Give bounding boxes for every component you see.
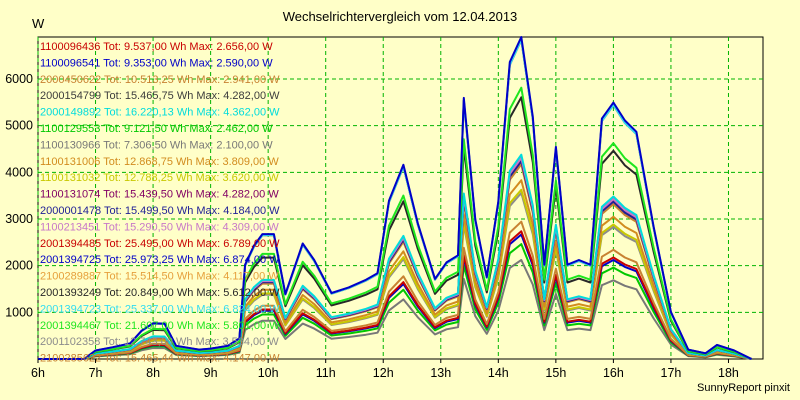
chart-footer: SunnyReport pinxit xyxy=(697,382,790,394)
y-tick-label: 4000 xyxy=(5,165,33,179)
chart-title: Wechselrichtervergleich vom 12.04.2013 xyxy=(282,9,518,24)
x-tick-label: 11h xyxy=(316,366,336,380)
legend-entry: 2001394723 Tot: 25.337,00 Wh Max: 6.824,… xyxy=(40,303,280,315)
legend-entry: 2000001478 Tot: 15.499,50 Wh Max: 4.184,… xyxy=(40,205,280,217)
y-tick-label: 3000 xyxy=(5,212,33,226)
y-tick-label: 6000 xyxy=(5,72,33,86)
x-tick-label: 7h xyxy=(89,366,103,380)
x-tick-label: 13h xyxy=(430,366,451,380)
legend-entry: 2001393249 Tot: 20.849,00 Wh Max: 5.612,… xyxy=(40,287,280,299)
legend-entry: 1100129553 Tot: 9.121,50 Wh Max: 2.462,0… xyxy=(40,123,273,135)
x-tick-label: 6h xyxy=(31,366,45,380)
legend-entry: 2100285622 Tot: 15.465,44 Wh Max: 4.147,… xyxy=(40,353,280,365)
series-line xyxy=(38,86,752,360)
legend-entry: 2001394467 Tot: 21.607,00 Wh Max: 5.801,… xyxy=(40,320,280,332)
legend-entry: 2100289887 Tot: 15.514,50 Wh Max: 4.117,… xyxy=(40,271,279,283)
legend-entry: 2001394725 Tot: 25.973,25 Wh Max: 6.874,… xyxy=(40,254,280,266)
x-tick-label: 18h xyxy=(718,366,739,380)
x-tick-label: 16h xyxy=(603,366,624,380)
legend-entry: 1100096541 Tot: 9.353,00 Wh Max: 2.590,0… xyxy=(40,57,273,69)
legend: 1100096436 Tot: 9.537,00 Wh Max: 2.656,0… xyxy=(40,41,280,365)
y-tick-label: 5000 xyxy=(5,119,33,133)
legend-entry: 2001394485 Tot: 25.495,00 Wh Max: 6.789,… xyxy=(40,238,280,250)
y-axis-ticks: 1000 2000 3000 4000 5000 6000 xyxy=(5,72,33,319)
legend-entry: 1100096436 Tot: 9.537,00 Wh Max: 2.656,0… xyxy=(40,41,273,53)
x-tick-label: 17h xyxy=(661,366,682,380)
x-axis-ticks: 6h 7h 8h 9h 10h 11h 12h 13h 14h 15h 16h 17h 18h xyxy=(31,359,739,380)
legend-entry: 1100131032 Tot: 12.788,25 Wh Max: 3.620,… xyxy=(40,172,279,184)
series-line xyxy=(38,153,752,360)
x-tick-label: 14h xyxy=(488,366,509,380)
legend-entry: 1100131074 Tot: 15.439,50 Wh Max: 4.282,… xyxy=(40,189,279,201)
series-line xyxy=(38,220,752,360)
series-lines xyxy=(38,36,752,360)
x-tick-label: 15h xyxy=(545,366,566,380)
x-tick-label: 12h xyxy=(373,366,394,380)
series-line xyxy=(38,36,752,360)
legend-entry: 2000149892 Tot: 16.220,13 Wh Max: 4.362,… xyxy=(40,107,280,119)
y-axis-unit-label: W xyxy=(32,16,45,31)
x-tick-label: 10h xyxy=(258,366,279,380)
legend-entry: 1100131006 Tot: 12.868,75 Wh Max: 3.809,… xyxy=(40,156,279,168)
y-tick-label: 1000 xyxy=(5,305,33,319)
legend-entry: 1100213451 Tot: 15.290,50 Wh Max: 4.309,… xyxy=(40,221,279,233)
legend-entry: 1100130966 Tot: 7.306,50 Wh Max: 2.100,0… xyxy=(40,139,273,151)
y-tick-label: 2000 xyxy=(5,259,33,273)
x-tick-label: 9h xyxy=(204,366,218,380)
legend-entry: 2000154799 Tot: 15.465,75 Wh Max: 4.282,… xyxy=(40,90,280,102)
x-tick-label: 8h xyxy=(146,366,160,380)
legend-entry: 2001102358 Tot: 12.743,00 Wh Max: 3.534,… xyxy=(40,336,279,348)
legend-entry: 2000450622 Tot: 10.513,25 Wh Max: 2.941,… xyxy=(40,74,280,86)
